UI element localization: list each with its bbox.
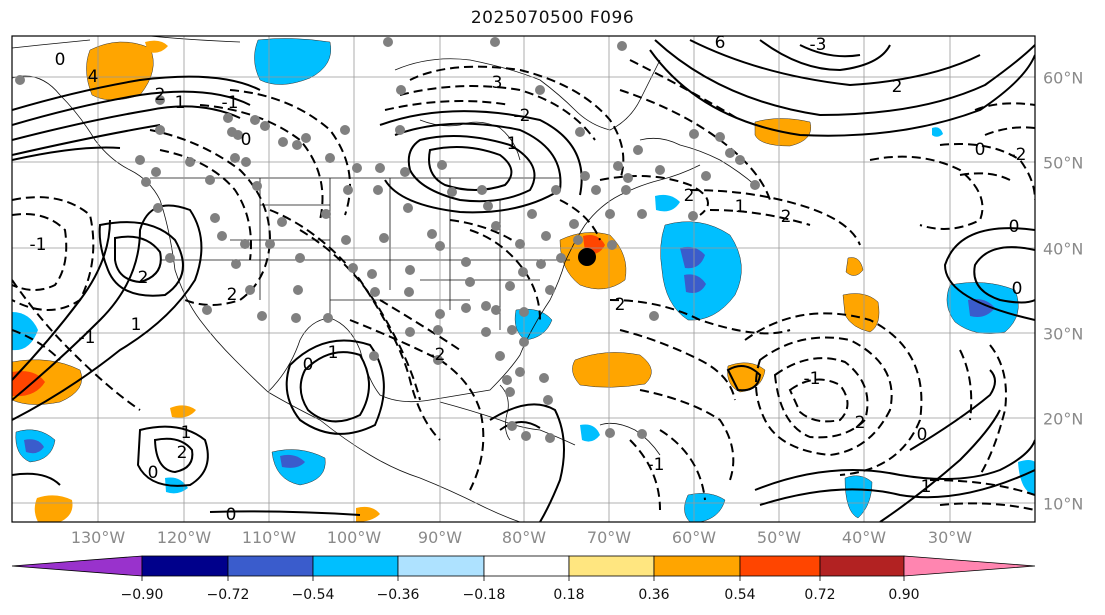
svg-text:2: 2 [781,207,792,227]
lat-label: 40°N [1043,239,1084,259]
colorbar-segment [141,555,229,577]
svg-text:1: 1 [181,423,192,443]
colorbar-tick-label: −0.18 [462,587,506,603]
svg-text:-3: -3 [810,35,827,55]
colorbar-tick-label: −0.36 [376,587,420,603]
svg-text:0: 0 [975,140,986,160]
colorbar-segment [819,555,905,577]
lat-label: 60°N [1043,68,1084,88]
colorbar-segment [653,555,741,577]
lon-label: 70°W [586,528,632,547]
colorbar-segment [903,555,1036,577]
svg-text:0: 0 [148,463,159,483]
lat-label: 30°N [1043,324,1084,344]
colorbar [11,555,1036,581]
svg-text:4: 4 [88,67,99,87]
colorbar-tick-label: 0.36 [638,587,670,603]
svg-text:3: 3 [492,73,503,93]
map-frame [11,35,1036,523]
colorbar-segment [483,555,570,577]
lon-label: 40°W [841,528,887,547]
svg-text:1: 1 [328,343,339,363]
colorbar-tick-label: 0.18 [553,587,585,603]
dashed-contours [12,59,1035,511]
svg-text:0: 0 [226,505,237,525]
lon-label: 100°W [326,528,382,547]
colorbar-tick-label: −0.54 [291,587,335,603]
svg-text:2: 2 [615,295,626,315]
svg-text:1: 1 [507,134,518,154]
colorbar-tick-label: 0.72 [804,587,836,603]
svg-text:0: 0 [241,130,252,150]
svg-text:-1: -1 [30,235,47,255]
svg-text:0: 0 [1012,279,1023,299]
svg-text:0: 0 [303,355,314,375]
svg-text:2: 2 [855,413,866,433]
lon-label: 130°W [70,528,126,547]
svg-text:1: 1 [131,315,142,335]
colorbar-segment [568,555,655,577]
svg-text:1: 1 [921,477,932,497]
lat-label: 50°N [1043,153,1084,173]
colorbar-tick-label: 0.54 [724,587,756,603]
svg-text:6: 6 [715,33,726,53]
lon-label: 110°W [241,528,297,547]
lon-label: 50°W [756,528,802,547]
solid-contours [12,39,1035,522]
contour-labels: 0 2 4 -1 1 3 6 -3 2 0 -2 1 2 0 -1 2 1 0 … [30,33,1027,525]
svg-text:-1: -1 [648,455,665,475]
svg-text:1: 1 [735,197,746,217]
lat-label: 10°N [1043,494,1084,514]
svg-text:2: 2 [138,268,149,288]
colorbar-tick-label: −0.90 [120,587,164,603]
target-location-marker [578,248,596,266]
colorbar-tick-label: −0.72 [206,587,250,603]
svg-text:2: 2 [684,186,695,206]
colorbar-segment [312,555,399,577]
svg-text:2: 2 [892,77,903,97]
coastlines [12,36,756,522]
lat-label: 20°N [1043,409,1084,429]
svg-text:0: 0 [1009,217,1020,237]
svg-text:0: 0 [917,425,928,445]
lon-label: 120°W [156,528,212,547]
svg-text:-2: -2 [429,345,446,365]
lon-label: 80°W [501,528,547,547]
svg-text:-1: -1 [222,93,239,113]
lon-label: 30°W [927,528,973,547]
colorbar-segment [11,555,143,577]
svg-text:2: 2 [177,443,188,463]
colorbar-tick-label: 0.90 [888,587,920,603]
svg-text:2: 2 [155,85,166,105]
lon-label: 60°W [671,528,717,547]
lon-label: 90°W [417,528,463,547]
colorbar-segment [397,555,485,577]
station-dots [15,37,760,443]
svg-text:1: 1 [175,93,186,113]
colorbar-segment [227,555,314,577]
map-title: 2025070500 F096 [470,8,635,28]
svg-text:-1: -1 [79,328,96,348]
svg-text:0: 0 [55,50,66,70]
svg-text:-2: -2 [514,106,531,126]
colorbar-segment [739,555,821,577]
svg-text:2: 2 [227,285,238,305]
svg-text:-1: -1 [804,369,821,389]
svg-text:-2: -2 [1010,145,1027,165]
